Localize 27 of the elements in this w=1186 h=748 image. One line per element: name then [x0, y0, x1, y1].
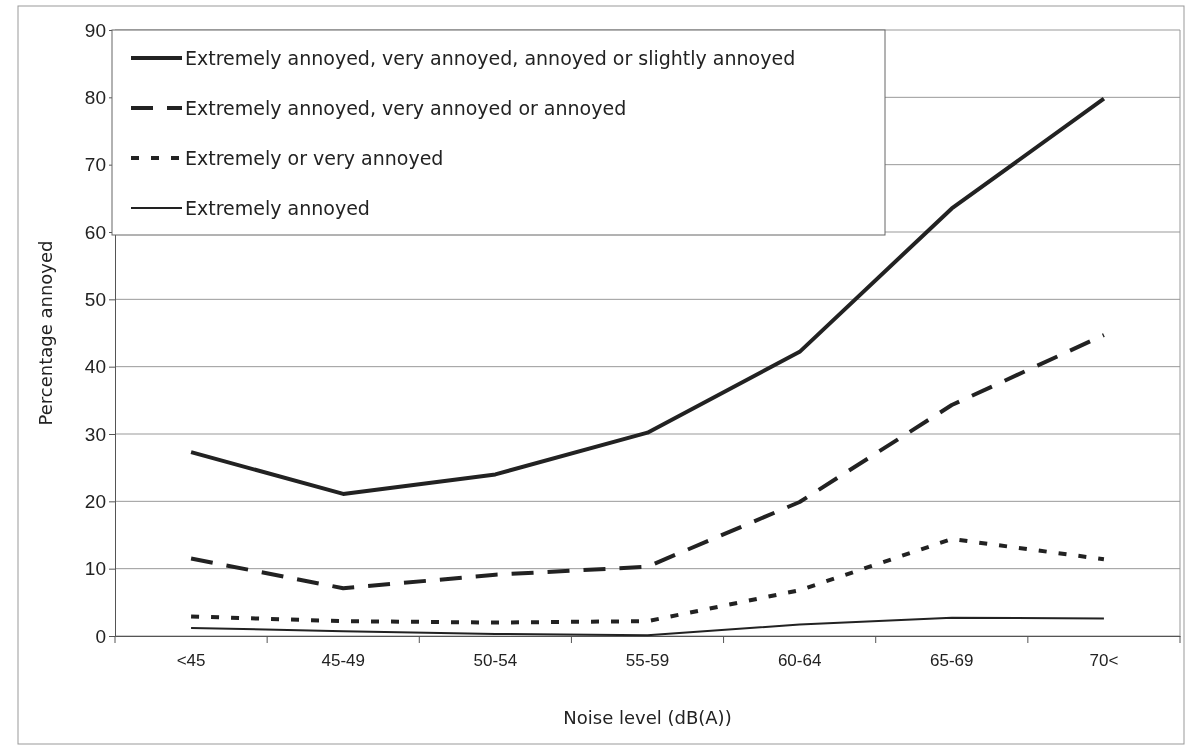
y-tick-label: 40 [84, 356, 106, 378]
x-tick-label: 70< [1089, 651, 1119, 671]
y-tick-label: 70 [84, 154, 106, 176]
y-tick-label: 80 [84, 86, 106, 108]
x-tick-label: 60-64 [777, 651, 822, 671]
line-series [189, 333, 1106, 591]
legend-label: Extremely annoyed, very annoyed or annoyed [185, 97, 627, 119]
y-tick-label: 50 [84, 288, 106, 310]
line-series [189, 96, 1106, 496]
x-tick-label: <45 [176, 651, 206, 671]
line-series [189, 537, 1106, 625]
x-tick-label: 50-54 [473, 651, 518, 671]
y-tick-label: 90 [84, 19, 106, 41]
legend-label: Extremely annoyed [185, 197, 370, 219]
x-axis-title: Noise level (dB(A)) [563, 707, 732, 728]
legend-label: Extremely or very annoyed [185, 147, 444, 169]
y-tick-label: 30 [84, 423, 106, 445]
y-tick-label: 10 [84, 558, 106, 580]
x-tick-label: 45-49 [321, 651, 365, 671]
x-tick-label: 55-59 [625, 651, 670, 671]
y-axis-title: Percentage annoyed [35, 240, 56, 426]
y-tick-label: 0 [95, 625, 106, 647]
x-tick-label: 65-69 [930, 651, 974, 671]
legend-label: Extremely annoyed, very annoyed, annoyed or slightly annoyed [185, 47, 796, 69]
y-tick-label: 60 [84, 221, 106, 243]
y-tick-label: 20 [84, 490, 106, 512]
line-series [190, 616, 1105, 637]
